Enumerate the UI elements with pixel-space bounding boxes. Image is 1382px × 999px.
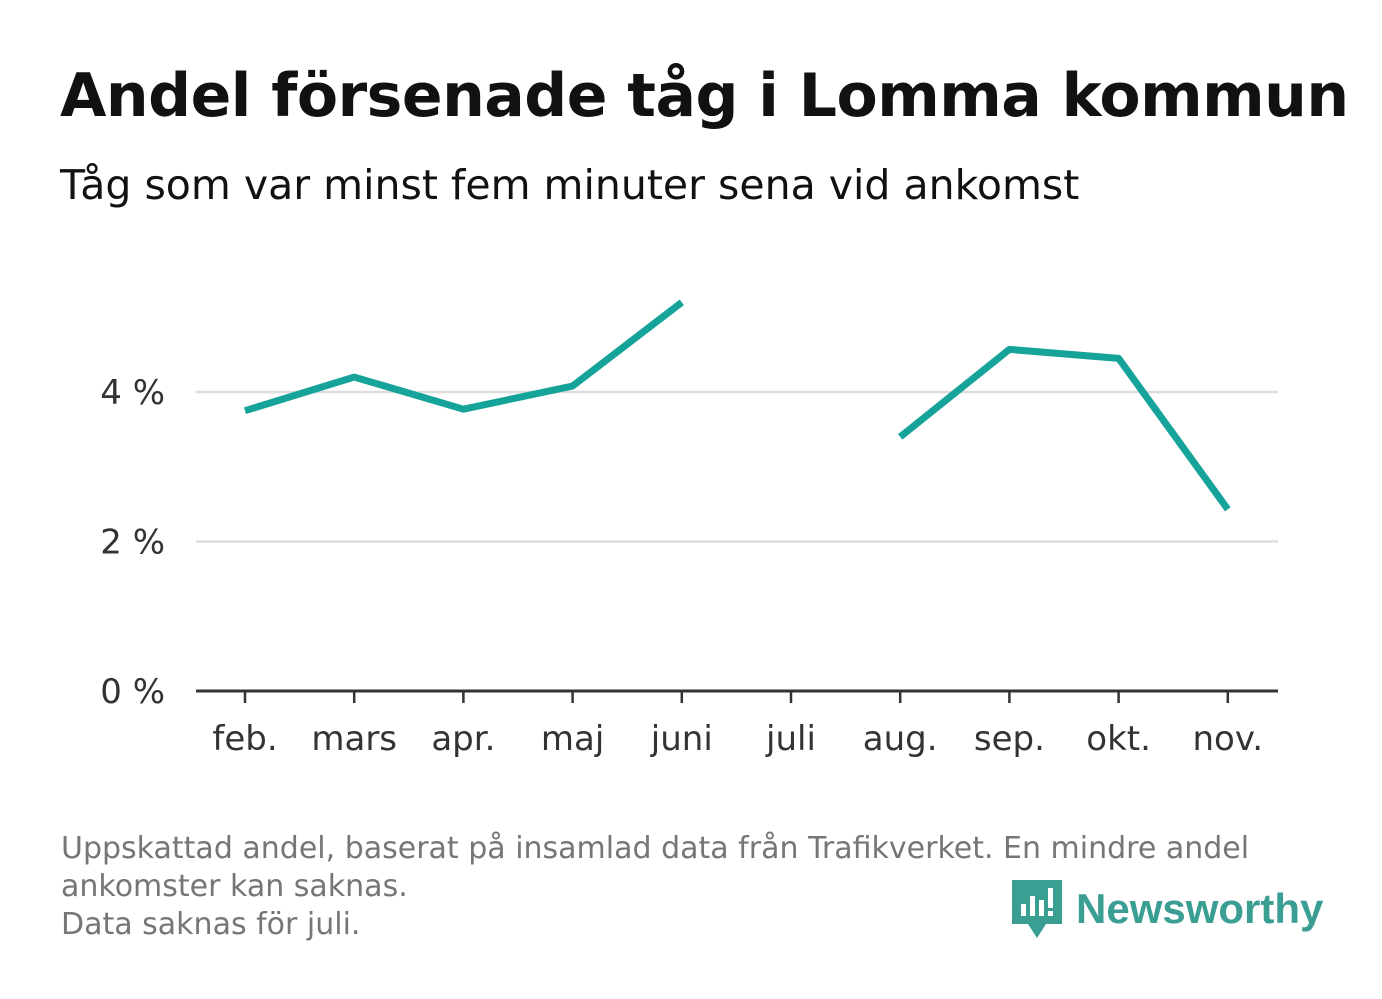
gridlines — [196, 390, 1278, 543]
x-tick-label: mars — [311, 719, 397, 759]
footnote-line: Uppskattad andel, baserat på insamlad da… — [61, 831, 1250, 866]
x-tick-label: nov. — [1192, 719, 1263, 759]
x-tick-label: aug. — [863, 719, 938, 759]
newsworthy-logo: Newsworthy — [1012, 880, 1323, 938]
y-tick-label: 2 % — [100, 523, 165, 563]
y-tick-label: 0 % — [100, 672, 165, 712]
brand-name: Newsworthy — [1076, 885, 1324, 932]
x-tick-label: feb. — [212, 719, 277, 759]
chart-title: Andel försenade tåg i Lomma kommun — [60, 61, 1349, 131]
y-tick-label: 4 % — [100, 373, 165, 413]
chart-subtitle: Tåg som var minst fem minuter sena vid a… — [60, 161, 1080, 209]
x-tick-label: juni — [650, 719, 713, 759]
series-line-segment — [898, 345, 1231, 512]
x-tick-label: juli — [765, 719, 816, 759]
footnote: Uppskattad andel, baserat på insamlad da… — [61, 830, 1249, 944]
newsworthy-logo-icon — [1012, 880, 1062, 938]
x-tick-label: sep. — [974, 719, 1045, 759]
footnote-line: ankomster kan saknas. — [61, 869, 408, 904]
x-tick-label: apr. — [431, 719, 495, 759]
x-tick-label: okt. — [1086, 719, 1151, 759]
x-tick-label: maj — [541, 719, 604, 759]
data-series — [243, 299, 1231, 512]
footnote-line: Data saknas för juli. — [61, 907, 361, 942]
y-axis-ticks: 0 % 2 % 4 % — [100, 373, 165, 712]
x-axis-ticks: feb. mars apr. maj juni juli aug. sep. okt. nov. — [212, 691, 1263, 759]
series-line-segment — [243, 299, 684, 415]
